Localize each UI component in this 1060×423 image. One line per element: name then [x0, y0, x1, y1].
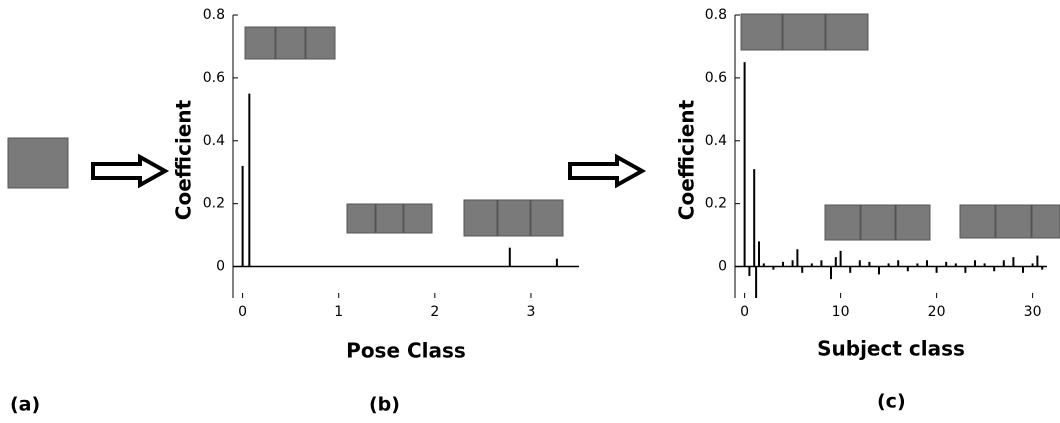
face-thumbnails: [244, 13, 1060, 241]
x-axis-title: Pose Class: [346, 339, 466, 363]
x-tick-label: 20: [928, 304, 946, 320]
face-image: [7, 137, 69, 189]
panel-label: (a): [10, 394, 40, 416]
face-image: [463, 199, 498, 237]
face-image: [824, 204, 861, 241]
x-tick-label: 1: [334, 304, 343, 320]
face-image: [825, 13, 869, 51]
x-tick-label: 2: [430, 304, 439, 320]
x-tick-label: 10: [832, 304, 850, 320]
x-tick-label: 0: [238, 304, 247, 320]
y-axis-title: Coefficient: [172, 99, 196, 220]
face-image: [530, 199, 564, 237]
y-axis-title: Coefficient: [675, 99, 699, 220]
face-image: [740, 13, 783, 51]
y-tick-label: 0.6: [705, 70, 727, 86]
y-tick-label: 0.4: [705, 133, 727, 149]
face-image: [995, 204, 1032, 239]
face-image: [895, 204, 931, 241]
y-tick-label: 0.2: [705, 196, 727, 212]
face-image: [1031, 204, 1060, 239]
y-tick-label: 0.8: [203, 7, 225, 23]
y-tick-label: 0.4: [203, 133, 225, 149]
face-image: [346, 203, 376, 234]
y-tick-label: 0.8: [705, 7, 727, 23]
x-tick-label: 0: [740, 304, 749, 320]
face-image: [497, 199, 531, 237]
face-image: [305, 26, 336, 60]
x-axis-title: Subject class: [817, 337, 965, 361]
panel-label: (b): [369, 394, 400, 416]
face-image: [782, 13, 826, 51]
y-tick-label: 0.6: [203, 70, 225, 86]
x-tick-label: 30: [1024, 304, 1042, 320]
face-image: [959, 204, 996, 239]
arrow: [91, 153, 170, 189]
panel-label: (c): [877, 391, 906, 413]
x-tick-label: 3: [526, 304, 535, 320]
arrow: [568, 153, 647, 189]
face-image: [275, 26, 306, 60]
face-image: [244, 26, 276, 60]
y-tick-label: 0.2: [203, 196, 225, 212]
face-image: [860, 204, 896, 241]
y-tick-label: 0: [718, 259, 727, 275]
y-tick-label: 0: [216, 259, 225, 275]
face-image: [403, 203, 433, 234]
face-image: [375, 203, 404, 234]
